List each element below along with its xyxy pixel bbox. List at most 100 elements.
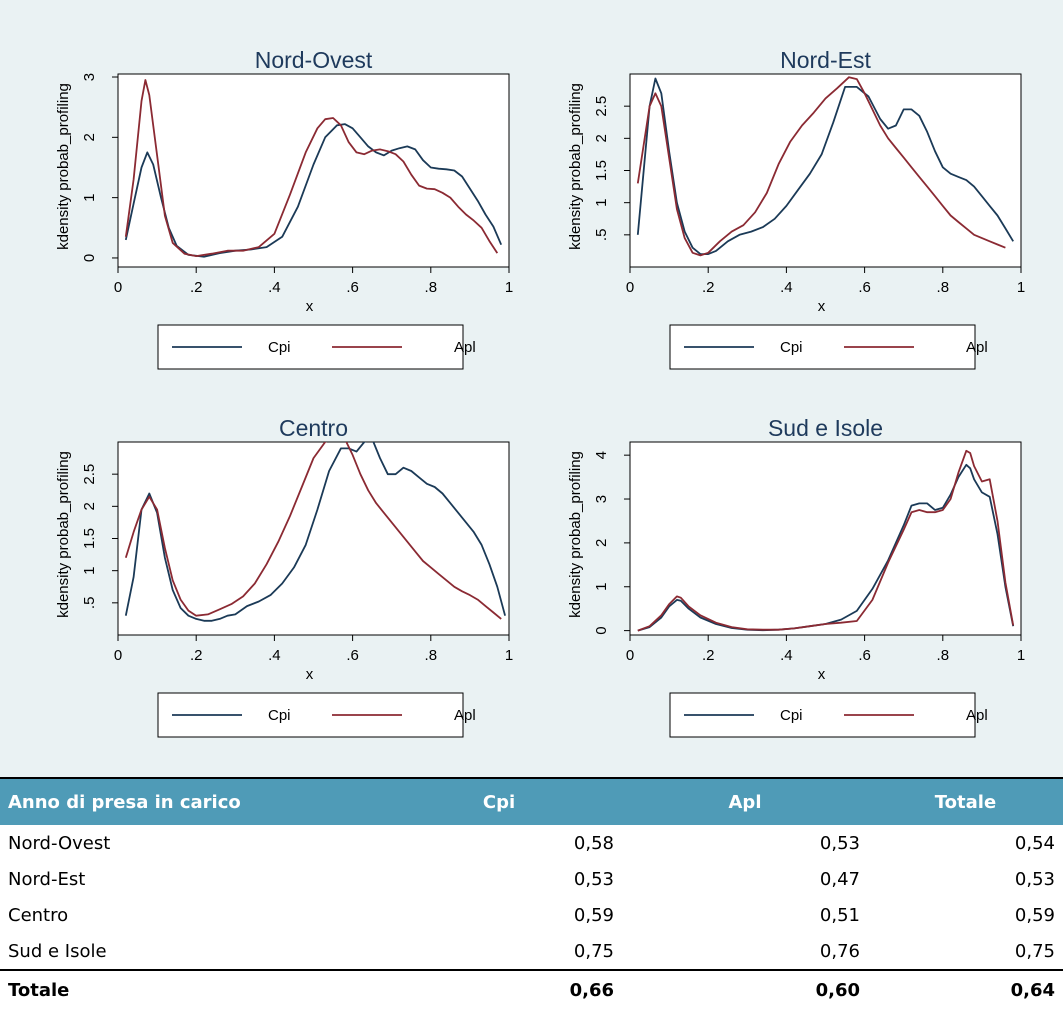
x-tick-label: .8 [425, 279, 438, 296]
x-tick-label: 0 [114, 647, 122, 664]
table-row: Sud e Isole 0,75 0,76 0,75 [0, 933, 1063, 970]
y-tick-label: 1.5 [81, 528, 98, 549]
series-line-apl [124, 442, 502, 620]
summary-table: Anno di presa in carico Cpi Apl Totale N… [0, 777, 1063, 1009]
y-axis-label: kdensity probab_profiling [567, 451, 584, 618]
x-tick-label: .8 [937, 647, 950, 664]
table-row: Centro 0,59 0,51 0,59 [0, 897, 1063, 933]
x-tick-label: 1 [505, 647, 513, 664]
legend-label-apl: Apl [966, 339, 988, 356]
y-tick-label: 2 [81, 133, 98, 141]
x-tick-label: .2 [702, 279, 715, 296]
row-label: Sud e Isole [8, 940, 107, 962]
y-tick-label: 0 [81, 254, 98, 262]
legend-label-apl: Apl [966, 707, 988, 724]
y-tick-label: 1.5 [593, 160, 610, 181]
y-tick-label: 1 [81, 193, 98, 201]
row-label: Nord-Est [8, 868, 86, 890]
y-axis-label: kdensity probab_profiling [567, 83, 584, 250]
legend-label-apl: Apl [454, 339, 476, 356]
y-tick-label: 2 [81, 502, 98, 510]
legend: Cpi Apl [669, 324, 988, 370]
chart-title: Nord-Ovest [255, 47, 373, 73]
y-axis-label: kdensity probab_profiling [55, 83, 72, 250]
total-totale: 0,64 [868, 969, 1063, 1009]
x-tick-label: .8 [425, 647, 438, 664]
x-tick-label: 1 [1017, 279, 1025, 296]
x-tick-label: .2 [190, 647, 203, 664]
cell-cpi: 0,59 [573, 904, 614, 926]
y-tick-label: 3 [593, 495, 610, 503]
cell-apl: 0,47 [819, 868, 860, 890]
legend-label-cpi: Cpi [268, 707, 291, 724]
y-tick-label: 1 [593, 583, 610, 591]
row-label: Centro [8, 904, 69, 926]
series-line-apl [636, 76, 1006, 257]
x-tick-label: .4 [780, 647, 793, 664]
x-tick-label: .6 [346, 647, 359, 664]
x-tick-label: .6 [346, 279, 359, 296]
x-tick-label: .4 [780, 279, 793, 296]
cell-totale: 0,53 [1014, 868, 1055, 890]
y-tick-label: .5 [81, 597, 98, 610]
legend: Cpi Apl [669, 692, 988, 738]
series-line-cpi [124, 123, 503, 258]
x-tick-label: .4 [268, 647, 281, 664]
chart-panel: Nord-Ovest 0 .2 .4 .6 .8 1 x 0 1 2 3 kdensity probab… [55, 47, 513, 370]
header-anno: Anno di presa in carico [0, 777, 376, 825]
table-header-row: Anno di presa in carico Cpi Apl Totale [0, 777, 1063, 825]
y-tick-label: 2.5 [593, 96, 610, 117]
cell-apl: 0,53 [819, 832, 860, 854]
legend: Cpi Apl [157, 324, 476, 370]
y-tick-label: 4 [593, 451, 610, 459]
chart-panel: Nord-Est 0 .2 .4 .6 .8 1 x .5 1 1.5 2 2.5 kdensity pr… [567, 47, 1025, 370]
chart-title: Centro [279, 415, 348, 441]
x-tick-label: 0 [626, 279, 634, 296]
row-label: Nord-Ovest [8, 832, 111, 854]
plot-area [117, 73, 510, 268]
density-figure: Nord-Ovest 0 .2 .4 .6 .8 1 x 0 1 2 3 kdensity probab… [0, 0, 1063, 777]
series-line-cpi [124, 442, 506, 622]
series-line-apl [637, 449, 1015, 632]
cell-totale: 0,54 [1014, 832, 1055, 854]
y-tick-label: 2 [593, 134, 610, 142]
x-axis-label: x [306, 666, 314, 683]
x-tick-label: .2 [190, 279, 203, 296]
header-totale: Totale [868, 777, 1063, 825]
total-label: Totale [0, 969, 376, 1009]
chart-panel: Sud e Isole 0 .2 .4 .6 .8 1 x 0 1 2 3 4 kdensity prob… [567, 415, 1025, 738]
chart-title: Sud e Isole [768, 415, 883, 441]
x-tick-label: .8 [937, 279, 950, 296]
total-cpi: 0,66 [376, 969, 622, 1009]
table-row: Nord-Ovest 0,58 0,53 0,54 [0, 825, 1063, 861]
cell-cpi: 0,53 [573, 868, 614, 890]
x-tick-label: .6 [858, 647, 871, 664]
x-tick-label: .6 [858, 279, 871, 296]
x-axis-label: x [818, 666, 826, 683]
y-tick-label: 3 [81, 73, 98, 81]
table-row: Nord-Est 0,53 0,47 0,53 [0, 861, 1063, 897]
legend-label-cpi: Cpi [780, 707, 803, 724]
series-line-cpi [636, 77, 1014, 255]
legend-label-apl: Apl [454, 707, 476, 724]
density-charts-svg: Nord-Ovest 0 .2 .4 .6 .8 1 x 0 1 2 3 kdensity probab… [55, 47, 1025, 738]
y-tick-label: 2 [593, 539, 610, 547]
cell-cpi: 0,58 [573, 832, 614, 854]
x-tick-label: 0 [114, 279, 122, 296]
legend-label-cpi: Cpi [268, 339, 291, 356]
x-tick-label: .2 [702, 647, 715, 664]
x-tick-label: .4 [268, 279, 281, 296]
legend: Cpi Apl [157, 692, 476, 738]
cell-cpi: 0,75 [573, 940, 614, 962]
table-total-row: Totale 0,66 0,60 0,64 [0, 969, 1063, 1009]
y-tick-label: 0 [593, 626, 610, 634]
y-tick-label: .5 [593, 229, 610, 242]
plot-area [117, 441, 510, 636]
cell-apl: 0,51 [819, 904, 860, 926]
y-tick-label: 1 [81, 566, 98, 574]
series-line-cpi [637, 463, 1015, 632]
chart-title: Nord-Est [780, 47, 871, 73]
x-tick-label: 1 [505, 279, 513, 296]
x-axis-label: x [818, 298, 826, 315]
y-tick-label: 1 [593, 198, 610, 206]
